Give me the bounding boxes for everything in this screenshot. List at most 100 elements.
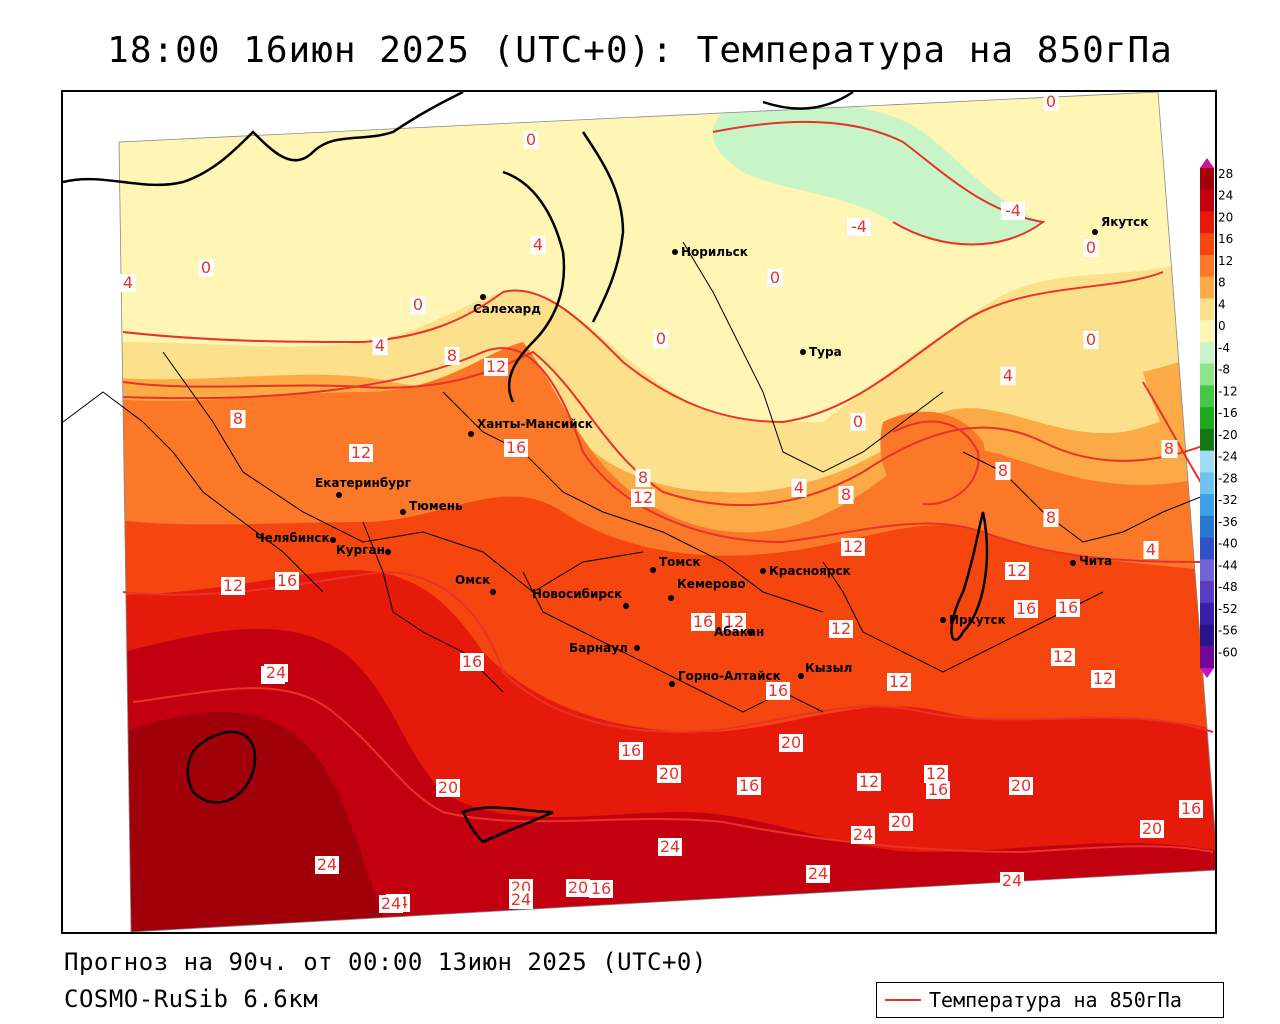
contour-label: 16 xyxy=(591,879,611,898)
city-marker xyxy=(1070,560,1076,566)
colorbar-swatch xyxy=(1200,233,1214,256)
map-canvas: 000000000-4-4444444488888881212121212121… xyxy=(63,92,1215,932)
contour-label: 20 xyxy=(1011,776,1031,795)
colorbar-tick-label: -28 xyxy=(1218,471,1238,485)
contour-label: 16 xyxy=(462,652,482,671)
contour-label: 24 xyxy=(511,890,531,909)
contour-label-bg xyxy=(589,880,613,898)
city-marker xyxy=(798,673,804,679)
colorbar-tick-label: 12 xyxy=(1218,254,1233,268)
city-label: Чита xyxy=(1079,554,1112,568)
colorbar-swatch xyxy=(1200,646,1214,669)
contour-label: 4 xyxy=(123,273,133,292)
contour-label: 0 xyxy=(656,329,666,348)
contour-label-bg xyxy=(372,337,388,355)
colorbar-swatch xyxy=(1200,341,1214,365)
city-label: Кызыл xyxy=(805,661,852,675)
contour-label-bg xyxy=(1140,820,1164,838)
contour-label-bg xyxy=(410,296,426,314)
colorbar-tick-label: 8 xyxy=(1218,276,1226,290)
city-marker xyxy=(1092,229,1098,235)
contour-label: 4 xyxy=(533,235,543,254)
contour-label-bg xyxy=(1043,93,1059,111)
colorbar-swatch xyxy=(1200,472,1214,495)
contour-label: 12 xyxy=(843,537,863,556)
city-marker xyxy=(668,595,674,601)
contour-label-bg xyxy=(631,489,655,507)
colorbar-swatch xyxy=(1200,168,1214,191)
colorbar-swatch xyxy=(1200,559,1214,582)
contour-label-bg xyxy=(926,781,950,799)
colorbar-swatch xyxy=(1200,385,1214,408)
contour-label: 24 xyxy=(266,663,286,682)
city-marker xyxy=(480,294,486,300)
contour-label: 0 xyxy=(526,130,536,149)
contour-label-bg xyxy=(841,538,865,556)
contour-label-bg xyxy=(653,330,669,348)
contour-label: 20 xyxy=(1142,819,1162,838)
map-title: 18:00 16июн 2025 (UTC+0): Температура на… xyxy=(107,30,1173,71)
contour-label: 8 xyxy=(1164,439,1174,458)
contour-label: 24 xyxy=(660,837,680,856)
city-label: Ханты-Мансийск xyxy=(477,417,593,431)
contour-label-bg xyxy=(230,410,246,428)
colorbar-tick-label: 20 xyxy=(1218,210,1233,224)
contour-label: 16 xyxy=(1181,799,1201,818)
city-marker xyxy=(330,537,336,543)
contour-label-bg xyxy=(436,779,460,797)
colorbar-swatch xyxy=(1200,363,1214,386)
contour-label-bg xyxy=(779,734,803,752)
city-marker xyxy=(747,629,753,635)
contour-label-bg xyxy=(657,765,681,783)
contour-label-bg xyxy=(766,682,790,700)
colorbar-tick-label: -8 xyxy=(1218,363,1230,377)
colorbar-tick-label: 0 xyxy=(1218,319,1226,333)
city-label: Омск xyxy=(455,573,490,587)
forecast-info: Прогноз на 90ч. от 00:00 13июн 2025 (UTC… xyxy=(64,948,707,976)
city-label: Кемерово xyxy=(677,577,746,591)
contour-label-bg xyxy=(1001,202,1025,220)
colorbar-swatch xyxy=(1200,254,1214,278)
contour-label-group: 000000000-4-4444444488888881212121212121… xyxy=(120,92,1203,913)
contour-label-bg xyxy=(806,865,830,883)
contour-label-bg xyxy=(530,236,546,254)
colorbar-swatch xyxy=(1200,450,1214,473)
temperature-field xyxy=(119,92,1215,932)
city-label: Челябинск xyxy=(255,531,330,545)
city-marker xyxy=(490,589,496,595)
colorbar-tick-label: -44 xyxy=(1218,558,1238,572)
contour-label: 20 xyxy=(438,778,458,797)
contour-label-bg xyxy=(379,895,403,913)
contour-label-bg xyxy=(887,673,911,691)
city-label: Тура xyxy=(809,345,842,359)
contour-label: -4 xyxy=(851,217,867,236)
contour-label: 16 xyxy=(277,571,297,590)
colorbar-swatch xyxy=(1200,189,1214,212)
contour-label: 0 xyxy=(1086,238,1096,257)
contour-label-bg xyxy=(1083,331,1099,349)
contour-label: 12 xyxy=(486,357,506,376)
colorbar-tick-label: -4 xyxy=(1218,341,1230,355)
colorbar-swatch xyxy=(1200,407,1214,430)
contour-label: 0 xyxy=(1046,92,1056,111)
colorbar: 28 24 20 16 12 8 4 0 -4 -8 -12 -16 -20 -24 -28 -32 -36 -4… xyxy=(1200,158,1238,678)
model-name: COSMO-RuSib 6.6км xyxy=(64,985,319,1013)
colorbar-swatch xyxy=(1200,581,1214,604)
contour-label-bg xyxy=(691,613,715,631)
contour-label: 12 xyxy=(831,619,851,638)
colorbar-swatch xyxy=(1200,211,1214,234)
contour-label: 8 xyxy=(841,485,851,504)
contour-label: 4 xyxy=(1146,540,1156,559)
city-marker xyxy=(650,567,656,573)
temperature-map: 000000000-4-4444444488888881212121212121… xyxy=(61,90,1217,934)
city-marker xyxy=(623,603,629,609)
contour-label-bg xyxy=(1056,599,1080,617)
city-marker xyxy=(940,617,946,623)
contour-label-bg xyxy=(1043,509,1059,527)
contour-label-bg xyxy=(460,653,484,671)
contour-label: 8 xyxy=(638,468,648,487)
colorbar-tick-label: -16 xyxy=(1218,406,1238,420)
contour-label-bg xyxy=(619,742,643,760)
contour-label: 16 xyxy=(739,776,759,795)
colorbar-swatch xyxy=(1200,276,1214,299)
